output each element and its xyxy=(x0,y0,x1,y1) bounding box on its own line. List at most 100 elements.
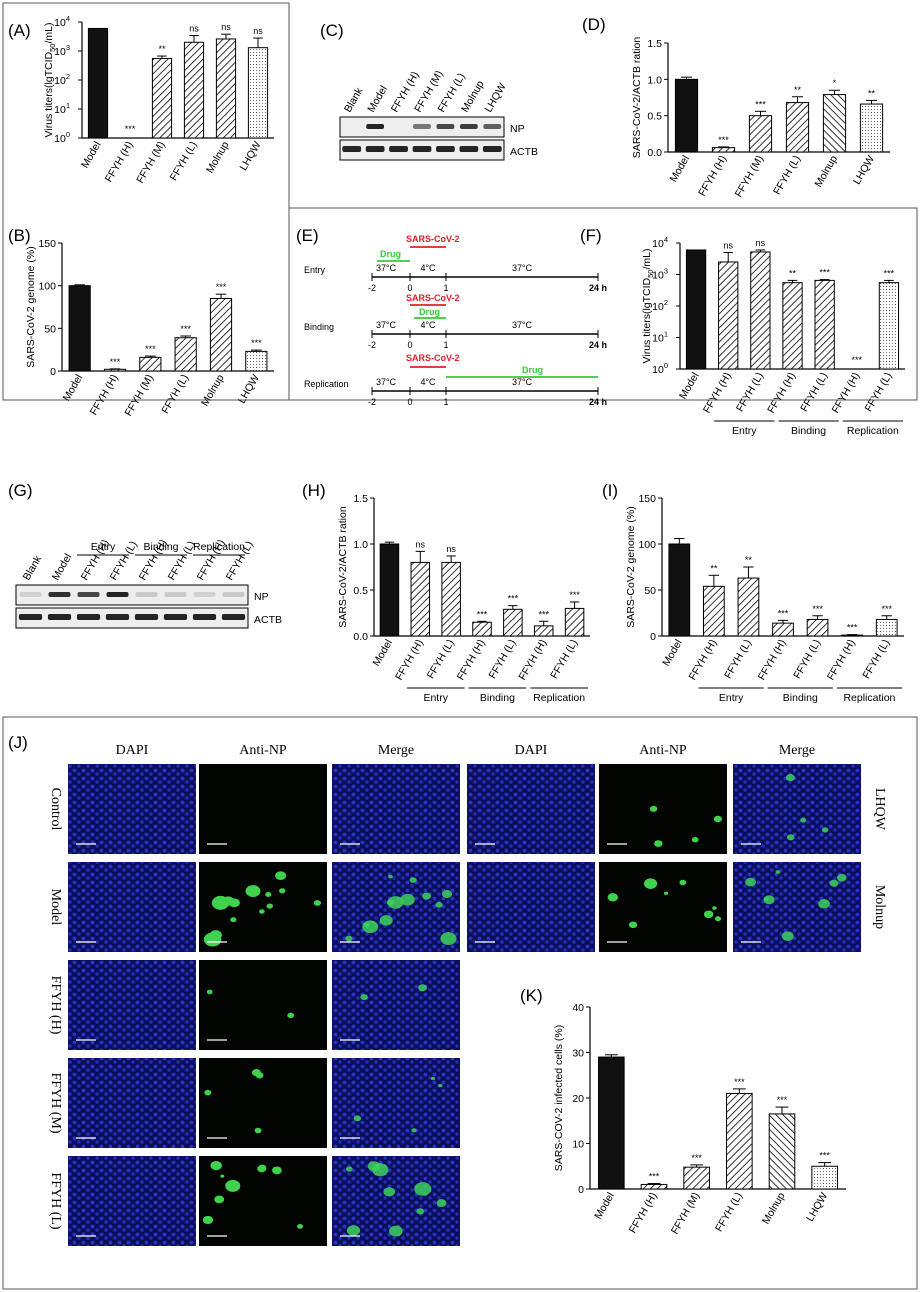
tick-label: 1 xyxy=(443,397,448,407)
x-tick-label: FFYH (L) xyxy=(548,638,580,681)
y-tick-label: 0 xyxy=(650,631,656,643)
significance-label: *** xyxy=(884,268,895,278)
virus-label: SARS-CoV-2 xyxy=(406,234,460,244)
infected-cell xyxy=(440,932,457,946)
infected-cell xyxy=(222,896,235,906)
x-tick-label: Molnup xyxy=(760,1190,788,1226)
y-tick-label: 40 xyxy=(572,1002,584,1014)
temp-label: 37°C xyxy=(376,377,397,387)
infected-cell xyxy=(345,1166,353,1172)
infected-cell xyxy=(259,909,265,914)
lane-label: Model xyxy=(50,552,75,583)
x-tick-label: FFYH (H) xyxy=(830,371,863,416)
tick-label: 24 h xyxy=(589,397,607,407)
micrograph-ffyhm-dapi xyxy=(68,1058,196,1148)
y-axis-label: Virus titers(lgTCID50/mL) xyxy=(43,23,57,138)
group-label: Entry xyxy=(423,692,448,704)
temp-label: 4°C xyxy=(420,320,436,330)
significance-label: *** xyxy=(777,1095,788,1105)
infected-cell xyxy=(388,874,393,879)
x-tick-label: FFYH (H) xyxy=(516,638,549,683)
actb-band xyxy=(47,614,72,620)
infected-cell xyxy=(441,889,453,899)
lane-label: Model xyxy=(365,84,390,115)
micrograph-ffyhh-anti-np xyxy=(199,960,327,1050)
micrograph-lhqw-merge xyxy=(733,764,861,854)
significance-label: *** xyxy=(125,124,136,134)
bar xyxy=(68,285,91,372)
x-tick-label: LHQW xyxy=(237,139,263,172)
y-tick-label: 1.5 xyxy=(647,38,662,50)
x-tick-label: Model xyxy=(79,140,104,171)
panel-label-b: (B) xyxy=(8,226,31,245)
significance-label: *** xyxy=(110,357,121,367)
micrograph-lhqw-anti-np xyxy=(599,764,727,854)
infected-cell xyxy=(435,901,443,908)
micrograph-ffyhl-dapi xyxy=(68,1156,196,1246)
infected-cell xyxy=(836,873,847,882)
infected-cell xyxy=(353,1115,362,1122)
group-label: Binding xyxy=(783,692,818,704)
significance-label: *** xyxy=(180,324,191,334)
significance-label: ns xyxy=(723,240,733,250)
significance-label: *** xyxy=(819,268,830,278)
micrograph-ffyhm-merge xyxy=(332,1058,460,1148)
infected-cell xyxy=(367,1161,381,1172)
bar xyxy=(782,282,803,370)
blot-group-label: Binding xyxy=(143,541,178,553)
dark-field xyxy=(599,764,727,854)
x-tick-label: FFYH (L) xyxy=(486,638,518,681)
infected-cell xyxy=(829,879,839,887)
dark-field xyxy=(199,764,327,854)
y-axis-label: SARS-CoV-2/ACTB ration xyxy=(337,506,349,628)
tick-label: -2 xyxy=(368,340,376,350)
row-label-left: FFYH (H) xyxy=(48,976,63,1035)
y-tick-label: 150 xyxy=(638,493,656,505)
bar xyxy=(379,543,400,637)
dark-field xyxy=(199,960,327,1050)
micrograph-model-merge xyxy=(332,862,460,952)
x-tick-label: Model xyxy=(667,154,692,185)
bar xyxy=(875,618,898,637)
y-axis-label: SARS-CoV-2 genome (%) xyxy=(625,506,637,627)
significance-label: ** xyxy=(158,44,166,54)
infected-cell xyxy=(818,899,830,909)
y-tick-label: 30 xyxy=(572,1048,584,1060)
infected-cell xyxy=(649,805,658,812)
x-tick-label: Model xyxy=(677,371,702,402)
column-header-right: Merge xyxy=(779,743,815,758)
x-tick-label: FFYH (L) xyxy=(791,638,823,681)
nuclei-field xyxy=(332,1058,460,1148)
bar xyxy=(668,543,691,637)
infected-cell xyxy=(400,893,415,906)
infected-cell xyxy=(785,774,795,782)
nuclei-field xyxy=(332,960,460,1050)
bar xyxy=(209,297,233,372)
infected-cell xyxy=(691,837,699,843)
y-tick-label: 1.5 xyxy=(353,493,368,505)
actb-band xyxy=(76,614,101,620)
actb-band xyxy=(365,146,385,152)
x-tick-label: Model xyxy=(370,638,395,669)
nuclei-field xyxy=(68,960,196,1050)
chart-h: 0.0 0.5 1.0 1.5 SARS-CoV-2/ACTB ration Model n… xyxy=(337,493,590,704)
y-tick-label: 0 xyxy=(50,366,56,378)
group-label: Replication xyxy=(843,692,895,704)
group-label: Entry xyxy=(719,692,744,704)
y-tick-label: 1.0 xyxy=(647,74,662,86)
bar xyxy=(737,577,760,637)
panel-label-k: (K) xyxy=(520,986,543,1005)
infected-cell xyxy=(362,920,379,934)
row-label-left: FFYH (M) xyxy=(48,1072,63,1133)
blot: Blank Model FFYH (H)FFYH (L)FFYH (H)FFYH (… xyxy=(15,538,282,629)
blot-group-label: Entry xyxy=(91,541,116,553)
temp-label: 4°C xyxy=(420,377,436,387)
bar xyxy=(87,27,109,139)
significance-label: *** xyxy=(812,604,823,614)
schematic-row-replication: Replication -2 0 1 24 h 37°C 4°C 37°C SARS-CoV-2… xyxy=(304,353,607,407)
infected-cell xyxy=(414,1182,432,1196)
bar xyxy=(811,1165,838,1190)
bar xyxy=(859,103,884,153)
